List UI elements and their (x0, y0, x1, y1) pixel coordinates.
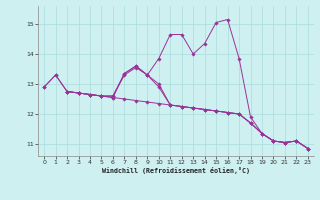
X-axis label: Windchill (Refroidissement éolien,°C): Windchill (Refroidissement éolien,°C) (102, 167, 250, 174)
